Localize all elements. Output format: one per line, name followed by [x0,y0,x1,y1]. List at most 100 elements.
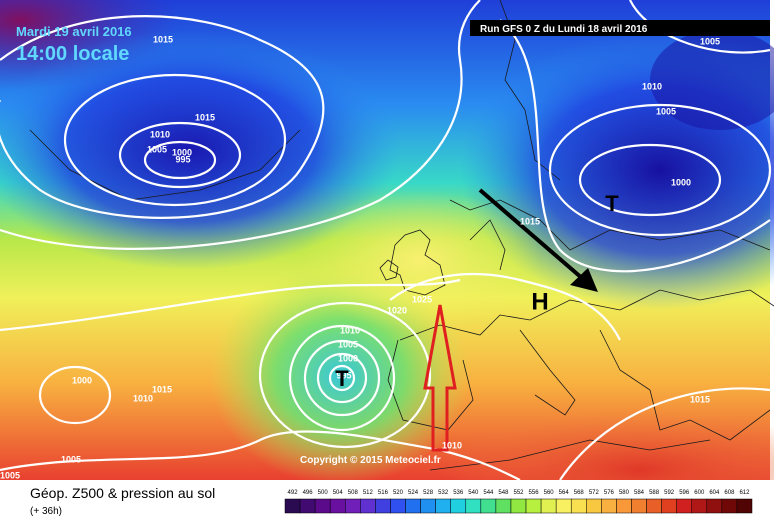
isobar-label: 1010 [442,440,462,450]
legend-swatch [706,498,723,514]
valid-date: Mardi 19 avril 2016 [16,24,132,39]
legend-label: 520 [393,490,404,496]
legend-swatch [736,498,753,514]
legend-label: 492 [288,490,299,496]
legend-label: 540 [468,490,479,496]
legend-swatch [284,498,301,514]
run-banner [470,20,770,36]
legend-swatch [329,498,346,514]
legend-label: 572 [589,490,600,496]
legend-swatch [691,498,708,514]
legend-swatch [525,498,542,514]
legend-label: 496 [303,490,314,496]
legend-label: 544 [483,490,494,496]
legend-swatch [616,498,632,514]
legend-label: 508 [348,490,359,496]
legend-swatch [314,498,331,514]
copyright: Copyright © 2015 Meteociel.fr [300,455,441,466]
isobar-label: 995 [336,370,351,380]
pressure-centers: H T T [335,191,619,391]
local-time: 14:00 locale [16,43,129,65]
legend-label: 588 [649,490,660,496]
legend-swatch [495,498,512,514]
legend-swatch [360,498,376,514]
legend-swatch [601,498,617,514]
legend-label: 524 [408,490,419,496]
isobar-label: 1005 [338,339,358,349]
pressure-center: T [335,366,349,391]
run-info: Run GFS 0 Z du Lundi 18 avril 2016 [480,24,648,35]
legend-label: 600 [694,490,705,496]
pressure-center: H [531,288,548,315]
legend-swatch [510,498,527,514]
isobar-label: 1020 [387,305,407,315]
legend-label: 560 [544,490,555,496]
isobar-label: 1005 [0,470,20,480]
isobar-label: 1015 [520,216,540,226]
footer-title: Géop. Z500 & pression au sol [30,485,215,501]
legend-label: 608 [724,490,735,496]
legend-label: 584 [634,490,645,496]
legend-label: 576 [604,490,615,496]
legend-label: 548 [498,490,509,496]
legend-label: 580 [619,490,630,496]
legend-swatch [435,498,451,514]
legend-label: 556 [529,490,540,496]
isobar-label: 1015 [195,112,215,122]
isobar-label: 1010 [642,81,662,91]
legend-label: 552 [513,490,524,496]
legend-swatch [345,498,361,514]
pressure-center: T [605,191,619,216]
legend-swatch [631,498,647,514]
legend-label: 592 [664,490,675,496]
isobar-label: 1000 [72,375,92,385]
forecast-lead: (+ 36h) [30,506,62,517]
legend-label: 568 [574,490,585,496]
isobar-label: 1015 [690,394,710,404]
legend-swatch [405,498,421,514]
isobar-label: 1010 [133,393,153,403]
legend-swatch [299,498,316,514]
legend-swatch [390,498,406,514]
isobars [0,0,770,480]
isobar-label: 1010 [340,325,360,335]
legend-label: 612 [739,490,750,496]
legend-swatch [676,498,692,514]
legend-swatch [450,498,467,514]
legend-label: 500 [318,490,329,496]
isobar-label: 995 [175,154,190,164]
legend-swatch [555,498,572,514]
legend-label: 536 [453,490,464,496]
isobar-label: 1000 [671,177,691,187]
isobar-label: 1010 [150,129,170,139]
legend-swatch [646,498,662,514]
legend-label: 528 [423,490,434,496]
isobar-label: 1015 [152,384,172,394]
isobar-label: 1005 [61,454,81,464]
legend-swatch [586,498,602,514]
arrows [423,188,598,452]
legend-swatch [375,498,391,514]
legend-label: 512 [363,490,374,496]
legend-swatch [570,498,587,514]
isobar-label: 1025 [412,294,432,304]
legend-swatch [540,498,557,514]
isobar-label: 1000 [338,353,358,363]
color-legend: 492 496 500 504 508 512 516 520 524 528 532 536 540 5… [284,490,753,514]
legend-swatch [721,498,738,514]
legend-label: 516 [378,490,389,496]
isobar-label: 1000 [172,147,192,157]
legend-swatch [465,498,482,514]
legend-swatch [420,498,436,514]
legend-label: 504 [333,490,344,496]
legend-label: 532 [438,490,449,496]
legend-label: 596 [679,490,690,496]
isobar-label: 1005 [147,144,167,154]
isobar-label: 1015 [153,34,173,44]
legend-swatch [480,498,497,514]
legend-label: 604 [709,490,720,496]
isobar-label: 1005 [700,36,720,46]
